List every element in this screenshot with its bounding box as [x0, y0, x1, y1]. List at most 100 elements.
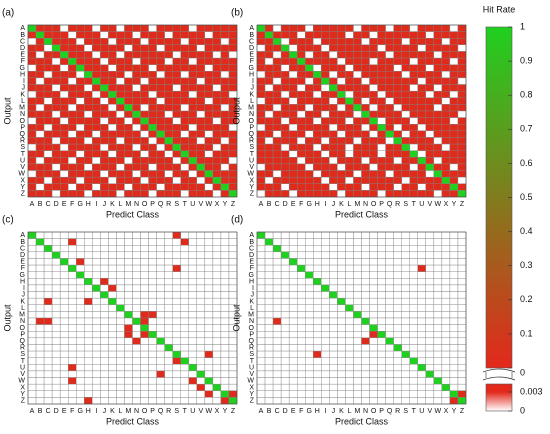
cell [196, 297, 206, 305]
cell [124, 390, 133, 398]
cell [76, 57, 85, 65]
cell [84, 397, 93, 405]
cell [401, 264, 410, 272]
cell [156, 31, 165, 39]
cell [156, 64, 165, 72]
cell [140, 71, 149, 79]
cell [353, 97, 362, 105]
cell [264, 150, 274, 158]
cell [425, 357, 435, 365]
cell [296, 110, 306, 118]
cell [337, 291, 346, 299]
cell [84, 84, 93, 92]
cell [172, 57, 181, 65]
cell [345, 370, 354, 378]
y-tick-label: I [252, 78, 254, 85]
cell [264, 271, 274, 279]
cell [51, 311, 61, 319]
cell [108, 245, 117, 253]
cell [67, 264, 77, 272]
cell [305, 258, 314, 266]
cell [124, 97, 133, 105]
cell [305, 104, 314, 112]
cell [156, 377, 165, 385]
cell [377, 130, 386, 138]
x-tick-label: G [78, 408, 83, 415]
cell [296, 231, 306, 239]
cell [361, 344, 370, 352]
cell [35, 38, 45, 46]
cell [228, 390, 238, 398]
cell [27, 176, 37, 184]
cell [148, 258, 157, 266]
cell [296, 357, 306, 365]
cell [353, 77, 362, 85]
cell [288, 231, 298, 239]
cell [305, 291, 314, 299]
x-tick-label: Q [158, 408, 164, 415]
cell [361, 110, 370, 118]
cell [27, 124, 37, 132]
cell [228, 90, 238, 98]
cell [220, 258, 230, 266]
cell [124, 170, 133, 178]
cell [220, 364, 230, 372]
cell [369, 231, 378, 239]
cell [409, 51, 418, 59]
y-tick-label: J [251, 292, 255, 299]
cell [280, 183, 290, 191]
cell [116, 64, 125, 72]
cell [433, 44, 443, 52]
cell [124, 51, 133, 59]
cell [280, 337, 290, 345]
cell [124, 183, 133, 191]
cell [148, 397, 157, 405]
cell [329, 238, 338, 246]
cell [449, 304, 459, 312]
cell [321, 357, 330, 365]
cell [288, 163, 298, 171]
cell [27, 364, 37, 372]
cell [449, 370, 459, 378]
cell [425, 84, 435, 92]
cell [256, 130, 266, 138]
cell [369, 304, 378, 312]
cell [27, 130, 37, 138]
x-tick-label: Q [387, 408, 393, 415]
cell [256, 84, 266, 92]
cell [220, 143, 230, 151]
cell [212, 110, 222, 118]
cell [140, 163, 149, 171]
cell [296, 251, 306, 259]
cell [156, 397, 165, 405]
cell [313, 337, 322, 345]
cell [433, 324, 443, 332]
cell [196, 190, 206, 198]
cell [353, 317, 362, 325]
cell [196, 110, 206, 118]
cell [264, 97, 274, 105]
cell [377, 124, 386, 132]
cell [353, 143, 362, 151]
cell [425, 238, 435, 246]
cell [188, 97, 198, 105]
cell [353, 304, 362, 312]
cell [457, 24, 467, 32]
cell [345, 110, 354, 118]
cell [116, 370, 125, 378]
cell [172, 150, 181, 158]
cell [321, 137, 330, 145]
cell [124, 44, 133, 52]
cell [417, 383, 427, 391]
cell [132, 297, 141, 305]
cell [321, 64, 330, 72]
cell [353, 64, 362, 72]
cell [156, 344, 165, 352]
cell [108, 183, 117, 191]
cell [361, 97, 370, 105]
cell [92, 311, 101, 319]
cell [51, 84, 61, 92]
cell [188, 24, 198, 32]
cell [148, 31, 157, 39]
cell [280, 24, 290, 32]
